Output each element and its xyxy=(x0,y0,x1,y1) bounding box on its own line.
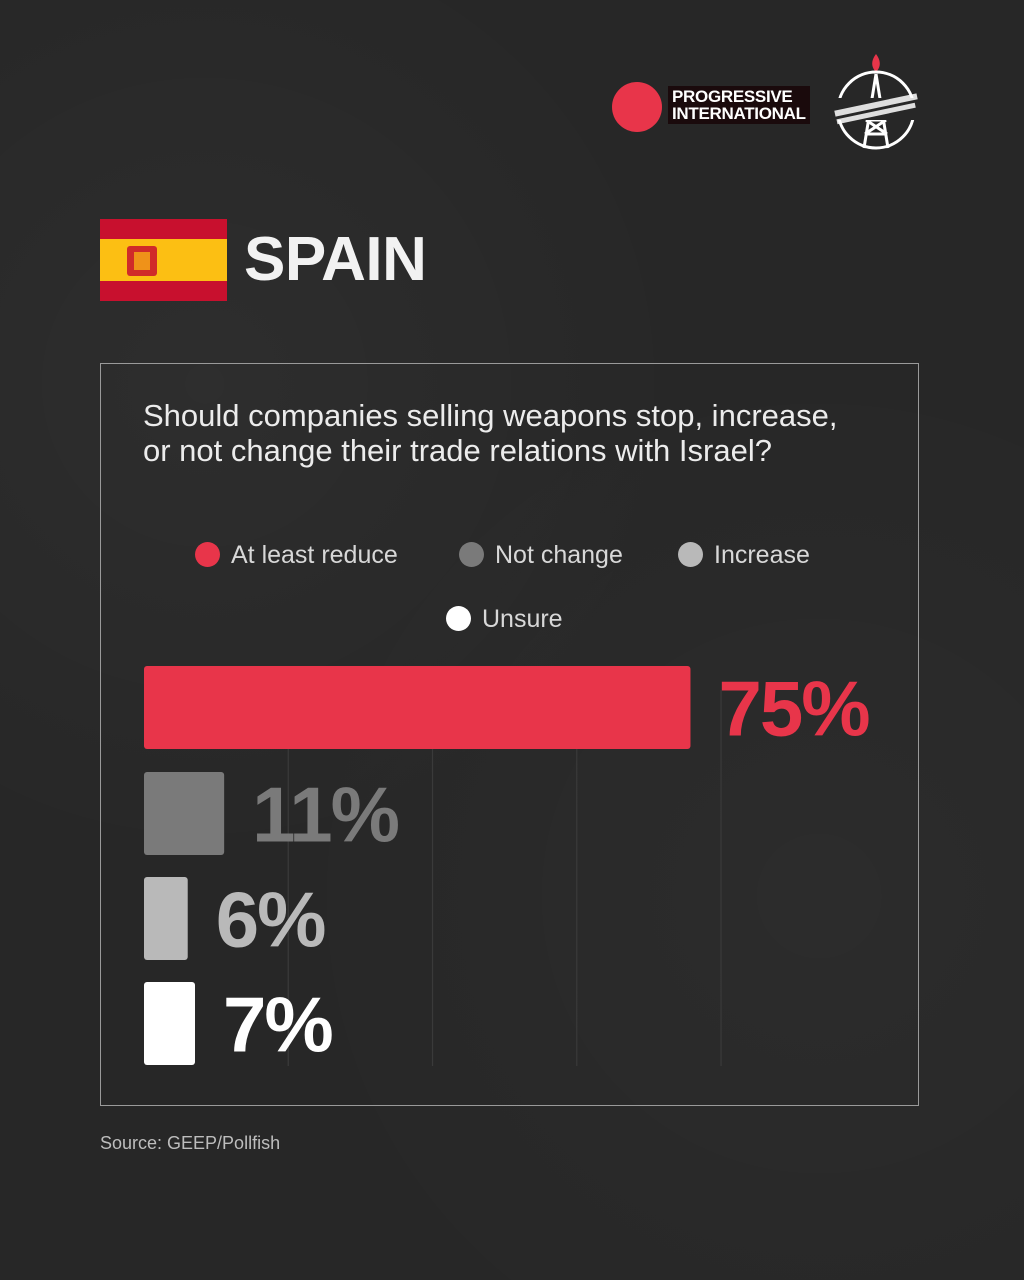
logo-line-1: PROGRESSIVE xyxy=(672,87,793,106)
data-label-unsure: 7% xyxy=(223,981,332,1069)
bar-not-change xyxy=(144,772,225,855)
legend-label-at-least-reduce: At least reduce xyxy=(231,541,398,569)
legend-label-unsure: Unsure xyxy=(482,605,563,633)
legend-item-increase: Increase xyxy=(678,540,810,570)
legend-label-not-change: Not change xyxy=(495,541,623,569)
legend-dot-not-change xyxy=(459,542,484,567)
energy-embargo-emblem-icon xyxy=(832,54,920,150)
legend-dot-increase xyxy=(678,542,703,567)
spain-flag-icon xyxy=(100,219,227,301)
bar-increase xyxy=(144,877,188,960)
chart-panel xyxy=(100,363,919,1106)
legend-item-at-least-reduce: At least reduce xyxy=(195,540,398,570)
data-label-increase: 6% xyxy=(216,876,325,964)
progressive-international-logo-dot xyxy=(612,82,662,132)
bar-at-least-reduce xyxy=(144,666,691,749)
source-note: Source: GEEP/Pollfish xyxy=(100,1133,281,1153)
bar-unsure xyxy=(144,982,196,1065)
data-label-at-least-reduce: 75% xyxy=(718,665,869,753)
legend-item-not-change: Not change xyxy=(459,540,623,570)
country-title: SPAIN xyxy=(244,225,427,294)
data-label-not-change: 11% xyxy=(252,771,398,859)
legend-dot-at-least-reduce xyxy=(195,542,220,567)
legend-dot-unsure xyxy=(446,606,471,631)
progressive-international-logo: PROGRESSIVE INTERNATIONAL xyxy=(668,86,810,124)
legend-label-increase: Increase xyxy=(714,541,810,569)
legend-item-unsure: Unsure xyxy=(446,604,563,634)
logo-line-2: INTERNATIONAL xyxy=(672,104,806,123)
chart-question: Should companies selling weapons stop, i… xyxy=(143,398,838,468)
